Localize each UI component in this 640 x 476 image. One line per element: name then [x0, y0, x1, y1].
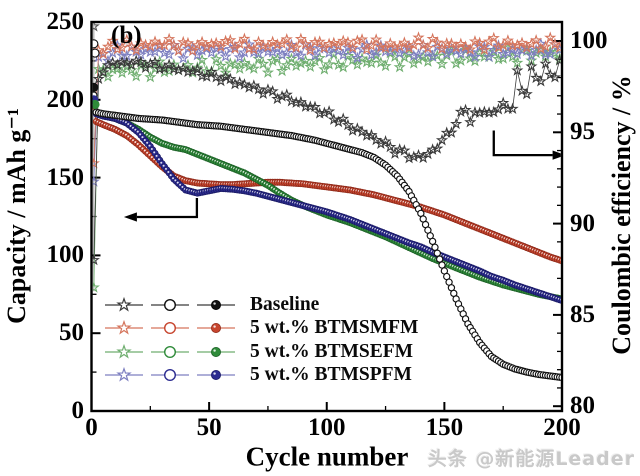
legend-row: 5 wt.% BTMSEFM: [103, 341, 413, 363]
legend-label: 5 wt.% BTMSPFM: [250, 364, 412, 386]
y-right-tick-label: 100: [570, 27, 608, 54]
filled-circle-icon: [211, 323, 222, 334]
y-right-tick-label: 95: [570, 118, 595, 146]
x-tick-label: 200: [543, 414, 581, 441]
y-left-tick-label: 250: [46, 8, 85, 35]
x-tick-label: 100: [308, 414, 346, 441]
y-left-tick-label: 0: [71, 397, 85, 424]
x-axis-title: Cycle number: [245, 441, 409, 472]
x-tick-label: 50: [196, 414, 222, 441]
filled-circle-icon: [211, 346, 222, 357]
legend-row: 5 wt.% BTMSPFM: [103, 364, 412, 386]
star-icon: [116, 296, 132, 312]
filled-circle-icon: [211, 370, 222, 381]
legend-marker-icons: [105, 320, 235, 335]
y-right-tick-label: 80: [570, 392, 595, 420]
open-circle-icon: [164, 369, 177, 382]
legend-marker-icons: [105, 367, 235, 382]
star-icon: [116, 343, 132, 359]
legend-row: Baseline: [103, 294, 319, 316]
legend-marker-icons: [105, 296, 235, 312]
open-circle-icon: [164, 345, 177, 358]
panel-label: (b): [111, 22, 142, 49]
legend-label: 5 wt.% BTMSEFM: [250, 340, 414, 362]
x-tick-label: 150: [425, 414, 464, 441]
x-tick-label: 0: [85, 414, 98, 441]
open-circle-icon: [164, 322, 177, 335]
y-left-tick-label: 100: [46, 241, 85, 269]
legend-row: 5 wt.% BTMSMFM: [103, 317, 418, 339]
legend-label: Baseline: [250, 294, 320, 315]
y-left-tick-label: 150: [46, 163, 85, 191]
legend-marker-icons: [105, 343, 235, 359]
y-left-tick-label: 200: [46, 85, 85, 113]
right-axis-title: Coulombic efficiency / %: [607, 75, 636, 355]
star-icon: [116, 320, 132, 335]
y-right-tick-label: 90: [570, 209, 595, 237]
y-left-tick-label: 50: [59, 319, 84, 347]
left-axis-title: Capacity / mAh g⁻¹: [2, 108, 31, 324]
legend-label: 5 wt.% BTMSMFM: [250, 317, 419, 339]
watermark: 头条 @新能源Leader: [427, 448, 635, 470]
filled-circle-icon: [211, 300, 222, 310]
star-icon: [116, 367, 132, 382]
open-circle-icon: [164, 298, 177, 312]
y-right-tick-label: 85: [570, 300, 595, 328]
